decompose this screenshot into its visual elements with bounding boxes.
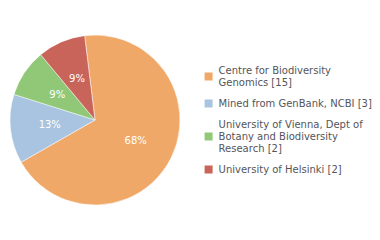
svg-text:13%: 13% bbox=[39, 119, 61, 130]
svg-text:9%: 9% bbox=[49, 89, 65, 100]
svg-text:University of Vienna, Dept of: University of Vienna, Dept of bbox=[219, 119, 364, 130]
svg-text:Research [2]: Research [2] bbox=[219, 143, 282, 154]
svg-text:Genomics [15]: Genomics [15] bbox=[219, 77, 292, 88]
svg-text:9%: 9% bbox=[69, 73, 85, 84]
svg-text:Centre for Biodiversity: Centre for Biodiversity bbox=[219, 65, 332, 76]
svg-text:Botany and Biodiversity: Botany and Biodiversity bbox=[219, 131, 338, 142]
svg-text:University of Helsinki [2]: University of Helsinki [2] bbox=[219, 164, 342, 175]
svg-text:Mined from GenBank, NCBI [3]: Mined from GenBank, NCBI [3] bbox=[219, 98, 372, 109]
svg-text:68%: 68% bbox=[125, 135, 147, 146]
